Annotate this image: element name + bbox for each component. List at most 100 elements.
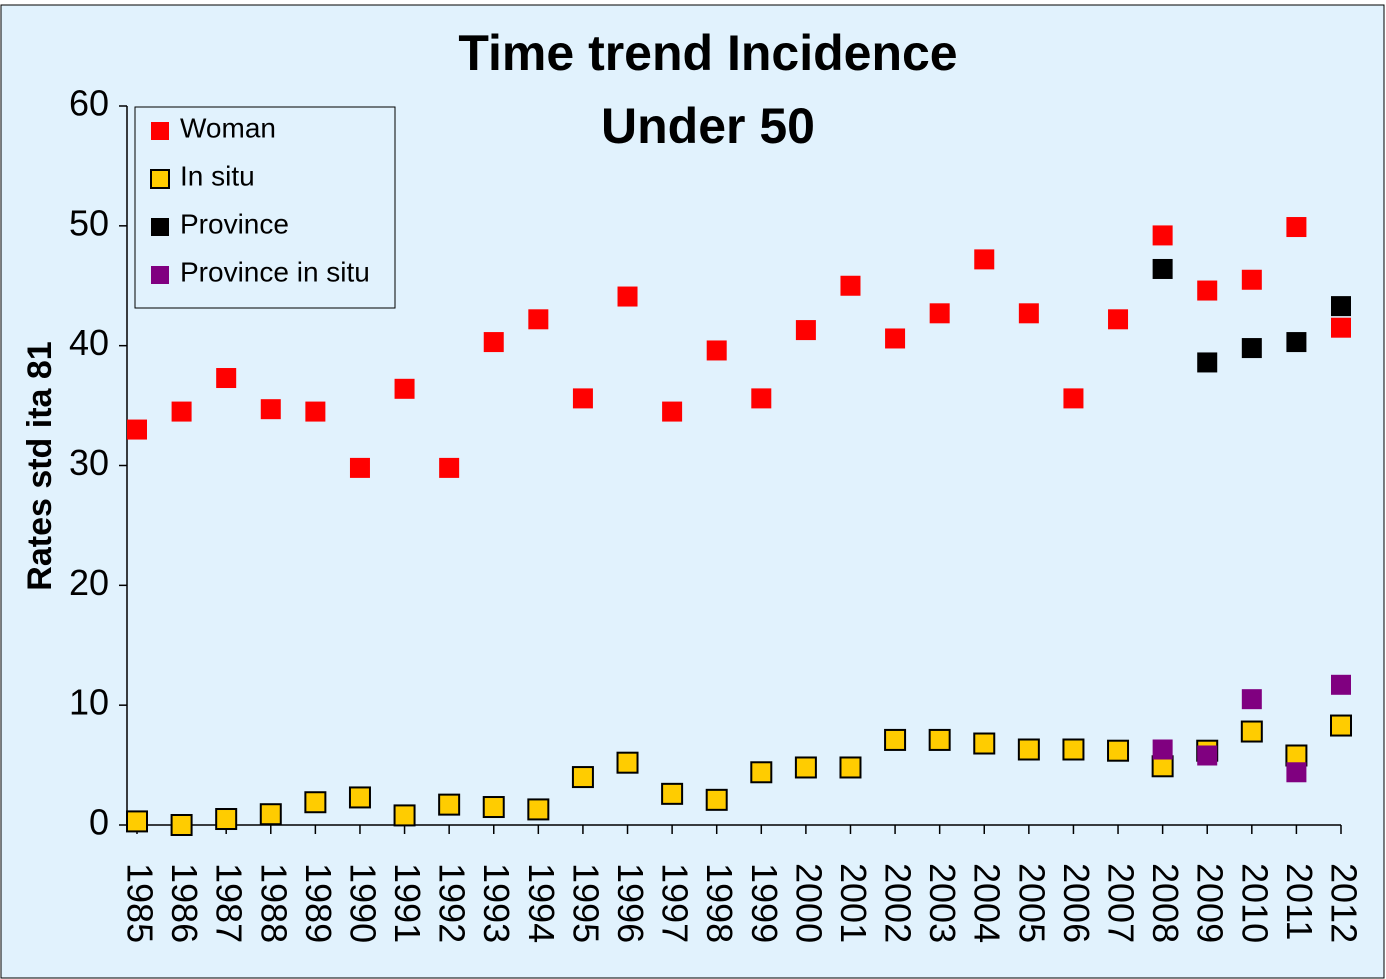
x-tick-label: 2009 [1190, 863, 1231, 943]
marker [751, 388, 772, 409]
x-tick-label: 1988 [253, 863, 294, 943]
x-tick-label: 2000 [788, 863, 829, 943]
legend-label: Province [180, 208, 289, 239]
x-tick-label: 2010 [1234, 863, 1275, 943]
marker [1152, 225, 1173, 246]
marker [126, 810, 148, 833]
marker [482, 796, 505, 819]
marker [617, 286, 638, 307]
x-tick-label: 2001 [833, 863, 874, 943]
marker [662, 401, 683, 422]
marker [885, 328, 906, 349]
x-tick-label: 2011 [1279, 863, 1320, 940]
marker [1063, 388, 1084, 409]
marker [1152, 258, 1173, 279]
marker [884, 728, 907, 751]
y-tick-label: 40 [69, 322, 109, 363]
marker [1152, 739, 1173, 760]
legend-label: In situ [180, 160, 255, 191]
marker [259, 803, 282, 826]
marker [483, 332, 504, 353]
marker [528, 309, 549, 330]
marker [260, 399, 281, 420]
x-tick-label: 1991 [387, 863, 428, 943]
marker [973, 732, 996, 755]
marker [127, 419, 147, 440]
x-tick-label: 1998 [699, 863, 740, 943]
marker [1197, 745, 1218, 766]
x-tick-label: 2004 [967, 863, 1008, 943]
x-tick-label: 1990 [342, 863, 383, 943]
marker [1108, 309, 1129, 330]
marker [974, 249, 995, 270]
marker [1241, 689, 1262, 710]
marker [616, 751, 639, 774]
legend-box [134, 106, 396, 309]
x-tick-label: 1985 [119, 863, 160, 943]
x-tick-label: 2003 [922, 863, 963, 943]
marker [305, 401, 326, 422]
y-tick-label: 20 [69, 562, 109, 603]
x-tick-label: 2012 [1323, 863, 1364, 943]
x-tick-label: 1995 [565, 863, 606, 943]
marker [750, 761, 773, 784]
marker [170, 814, 193, 836]
chart-title: Time trend Incidence [458, 25, 957, 81]
marker [304, 791, 327, 814]
legend-swatch [150, 169, 170, 189]
x-tick-label: 1994 [521, 863, 562, 943]
legend-swatch [151, 266, 169, 284]
y-tick-label: 30 [69, 442, 109, 483]
chart-subtitle: Under 50 [601, 98, 815, 154]
marker [1286, 762, 1307, 783]
marker [394, 378, 415, 399]
marker [1197, 352, 1218, 373]
marker [349, 457, 370, 478]
marker [795, 320, 816, 341]
marker [527, 798, 550, 821]
marker [216, 368, 237, 389]
x-tick-label: 1992 [432, 863, 473, 943]
x-tick-label: 2002 [878, 863, 919, 943]
marker [661, 782, 684, 805]
x-tick-label: 1986 [164, 863, 205, 943]
x-tick-label: 2006 [1056, 863, 1097, 943]
y-tick-label: 0 [89, 802, 109, 843]
marker [1241, 338, 1262, 359]
x-tick-label: 2007 [1101, 863, 1142, 943]
marker [794, 756, 817, 779]
x-tick-label: 2005 [1011, 863, 1052, 943]
marker [393, 804, 416, 827]
legend-swatch [151, 218, 169, 236]
x-tick-label: 1997 [655, 863, 696, 943]
y-tick-label: 60 [69, 83, 109, 124]
marker [348, 786, 371, 809]
x-tick-label: 1996 [610, 863, 651, 943]
marker [1107, 739, 1130, 762]
marker [839, 756, 862, 779]
marker [929, 303, 950, 324]
y-axis-label: Rates std ita 81 [21, 341, 59, 590]
x-tick-label: 1987 [209, 863, 250, 943]
marker [438, 793, 461, 816]
y-tick-label: 10 [69, 682, 109, 723]
marker [1240, 720, 1263, 743]
marker [571, 766, 594, 789]
marker [1018, 303, 1039, 324]
marker [1331, 674, 1351, 695]
marker [171, 401, 192, 422]
x-tick-label: 1999 [744, 863, 785, 943]
legend-label: Province in situ [180, 256, 370, 287]
legend-label: Woman [180, 112, 276, 143]
marker [215, 808, 238, 831]
marker [1017, 738, 1040, 761]
marker [705, 788, 728, 811]
marker [1286, 217, 1307, 238]
marker [1331, 317, 1351, 338]
marker [1286, 332, 1307, 353]
legend-swatch [151, 122, 169, 140]
marker [1197, 280, 1218, 301]
marker [928, 728, 951, 751]
marker [1331, 296, 1351, 317]
